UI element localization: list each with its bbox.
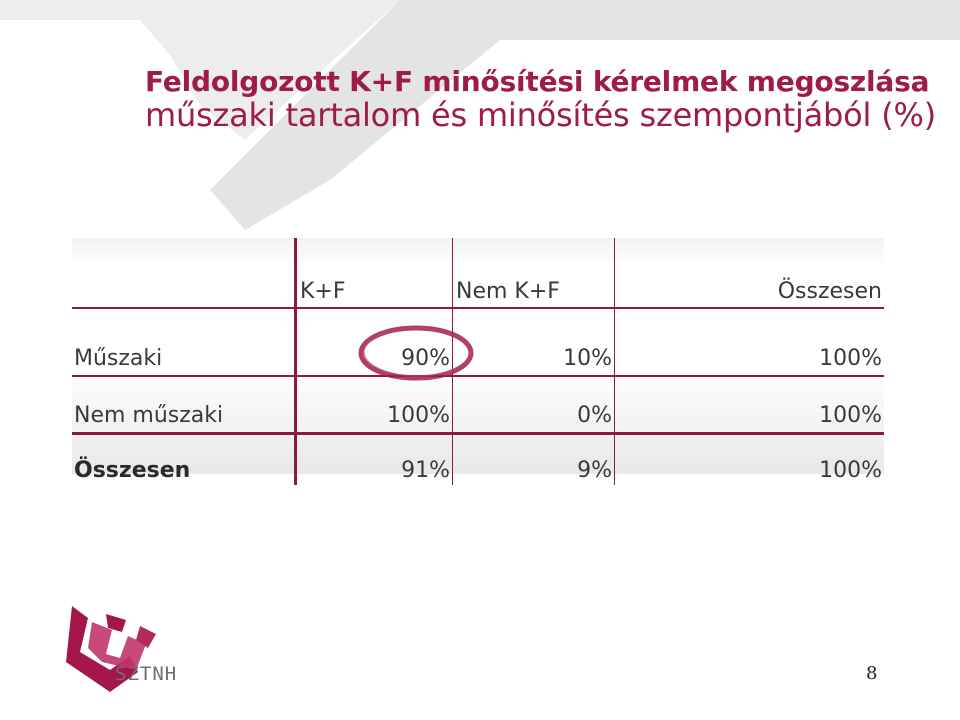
cell-osszesen-osszesen: 100% bbox=[614, 433, 884, 485]
table-row: Műszaki 90% 10% 100% bbox=[72, 308, 884, 377]
data-table: K+F Nem K+F Összesen Műszaki 90% 10% 100… bbox=[72, 238, 884, 485]
background-chevron bbox=[0, 0, 960, 230]
cell-osszesen-nem-kf: 9% bbox=[452, 433, 615, 485]
title-line-2: műszaki tartalom és minősítés szempontjá… bbox=[145, 96, 936, 135]
slide-title: Feldolgozott K+F minősítési kérelmek meg… bbox=[145, 66, 936, 134]
cell-nem-muszaki-nem-kf: 0% bbox=[452, 376, 615, 435]
table-row: Nem műszaki 100% 0% 100% bbox=[72, 376, 884, 435]
title-line-1: Feldolgozott K+F minősítési kérelmek meg… bbox=[145, 65, 930, 98]
cell-muszaki-kf: 90% bbox=[294, 308, 453, 377]
table-header-row: K+F Nem K+F Összesen bbox=[72, 238, 884, 309]
column-header-osszesen: Összesen bbox=[614, 238, 884, 309]
column-header-kf: K+F bbox=[294, 238, 453, 309]
column-header-nem-kf: Nem K+F bbox=[452, 238, 615, 309]
cell-muszaki-osszesen: 100% bbox=[614, 308, 884, 377]
cell-muszaki-nem-kf: 10% bbox=[452, 308, 615, 377]
cell-osszesen-kf: 91% bbox=[294, 433, 453, 485]
row-label-nem-muszaki: Nem műszaki bbox=[72, 376, 296, 435]
highlight-ring-icon bbox=[358, 325, 474, 381]
cell-nem-muszaki-kf: 100% bbox=[294, 376, 453, 435]
logo-text: SZTNH bbox=[115, 663, 178, 685]
header-corner bbox=[72, 238, 296, 309]
data-table-container: K+F Nem K+F Összesen Műszaki 90% 10% 100… bbox=[72, 238, 884, 485]
row-label-osszesen: Összesen bbox=[74, 458, 191, 483]
cell-nem-muszaki-osszesen: 100% bbox=[614, 376, 884, 435]
table-row: Összesen 91% 9% 100% bbox=[72, 433, 884, 485]
row-label-muszaki: Műszaki bbox=[72, 308, 296, 377]
sztnh-logo-icon bbox=[66, 606, 156, 692]
page-number: 8 bbox=[866, 663, 878, 684]
